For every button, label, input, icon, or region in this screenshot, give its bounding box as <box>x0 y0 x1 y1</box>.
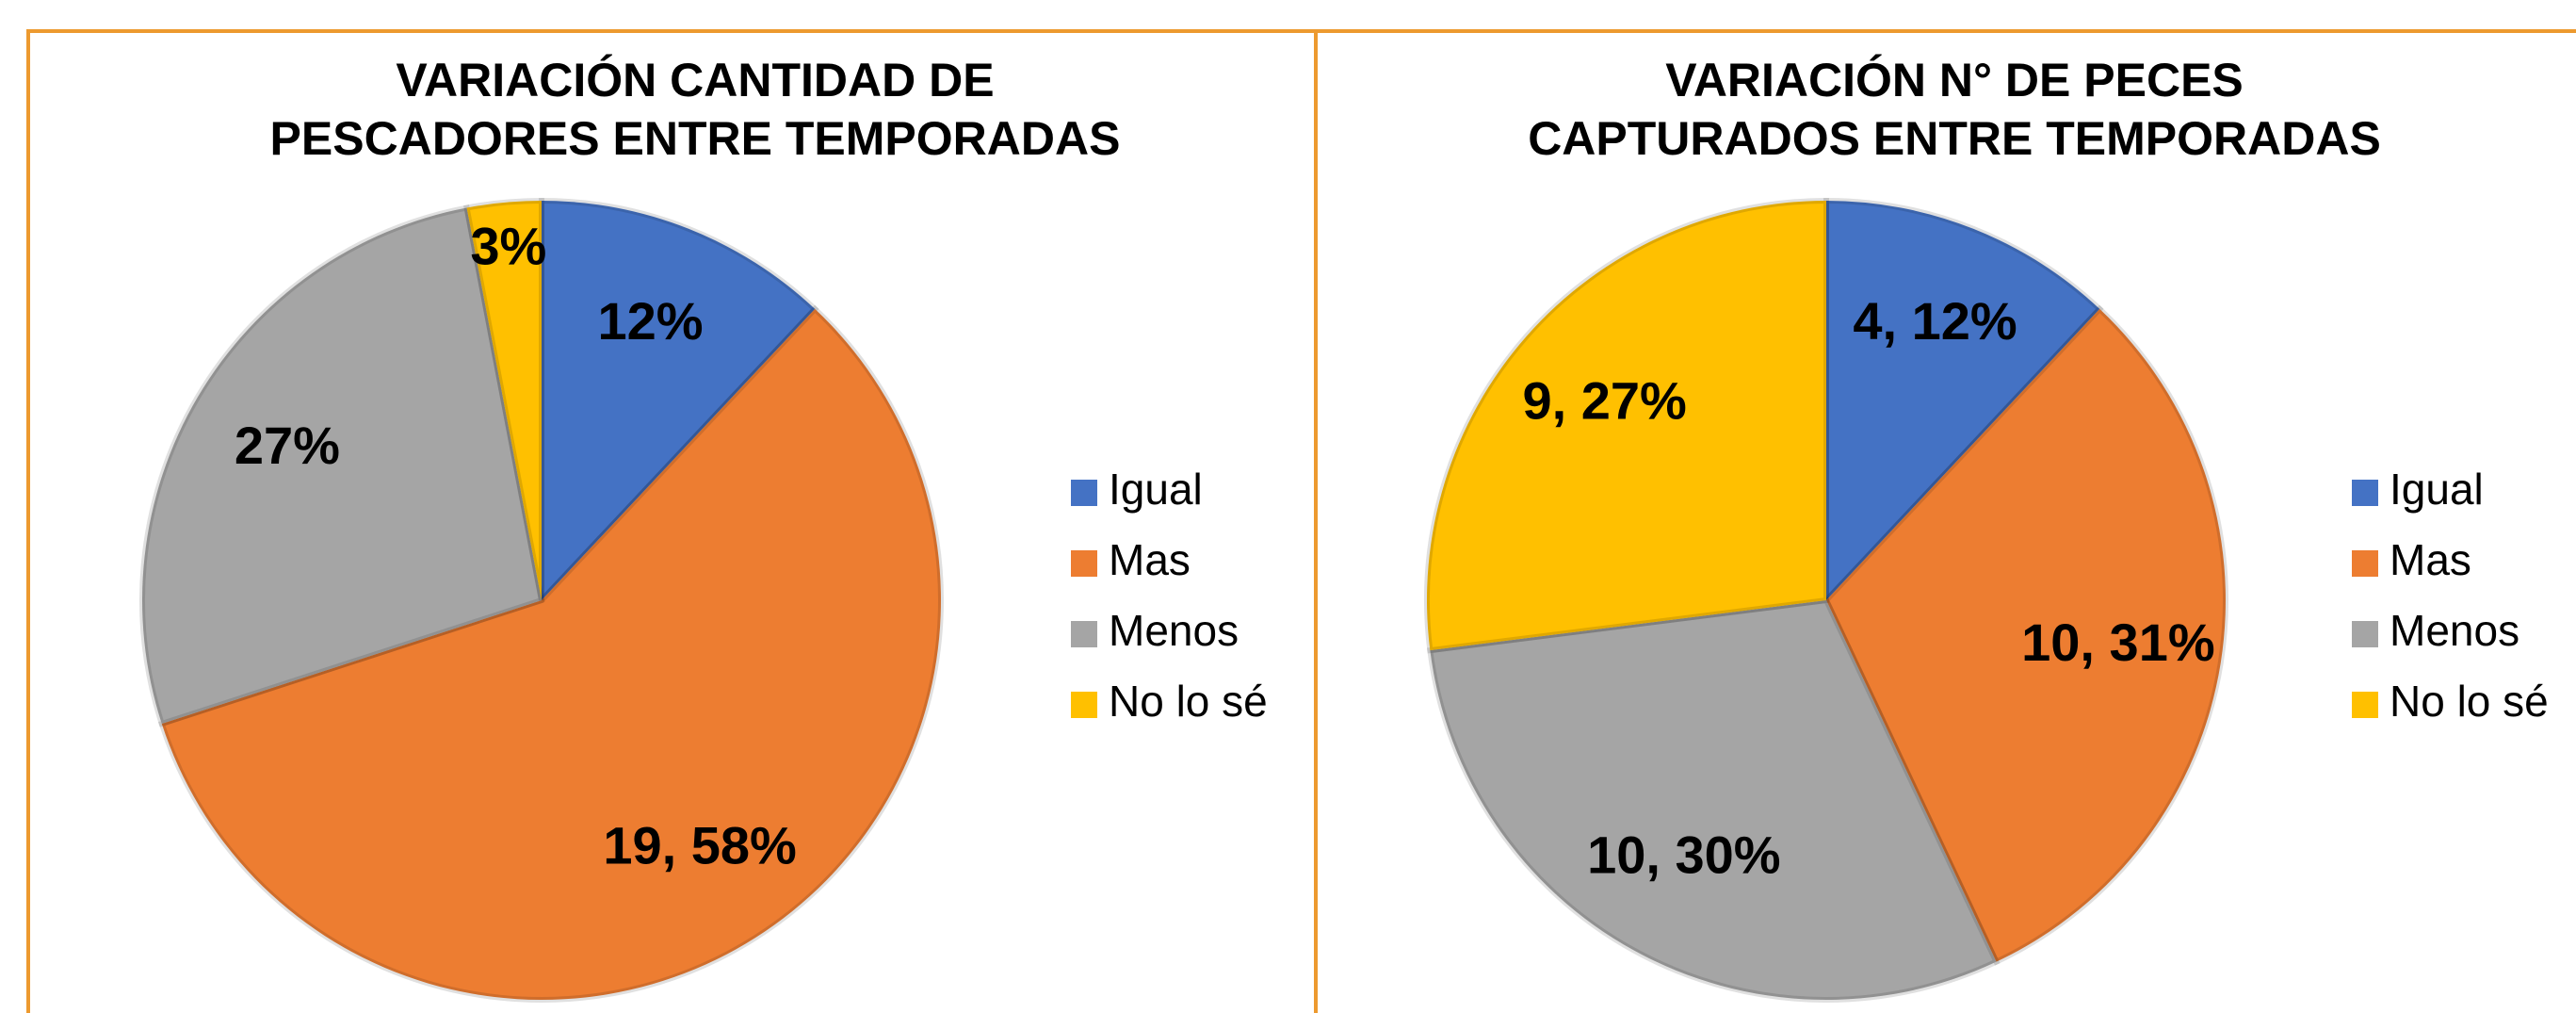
legend-label: Mas <box>1109 535 1191 584</box>
legend-swatch <box>1071 692 1097 718</box>
pie-slice <box>539 197 819 608</box>
legend-swatch <box>1071 480 1097 506</box>
legend-swatch <box>2352 692 2378 718</box>
data-label: 12% <box>597 291 703 351</box>
legend-swatch <box>2352 480 2378 506</box>
legend-label: Menos <box>1109 606 1239 655</box>
pie-slice <box>1424 197 1829 654</box>
legend-label: Igual <box>1109 465 1203 514</box>
legend-swatch <box>1071 621 1097 647</box>
legend-swatch <box>1071 550 1097 577</box>
chart-title: CAPTURADOS ENTRE TEMPORADAS <box>1528 112 2381 165</box>
data-label: 9, 27% <box>1522 370 1686 430</box>
data-label: 27% <box>235 416 340 475</box>
pie-slice <box>1823 197 2104 608</box>
legend-label: No lo sé <box>1109 677 1268 726</box>
chart-title: VARIACIÓN CANTIDAD DE <box>396 54 994 106</box>
legend-swatch <box>2352 550 2378 577</box>
data-label: 4, 12% <box>1853 291 2017 351</box>
pie-slice <box>1823 304 2228 966</box>
legend-label: Igual <box>2390 465 2484 514</box>
legend-label: No lo sé <box>2390 677 2549 726</box>
data-label: 3% <box>470 216 546 275</box>
data-label: 10, 30% <box>1587 825 1781 885</box>
legend-swatch <box>2352 621 2378 647</box>
data-label: 19, 58% <box>603 816 797 875</box>
pie-slice <box>139 204 545 727</box>
panel-border <box>26 29 2576 1013</box>
legend-label: Mas <box>2390 535 2471 584</box>
data-label: 10, 31% <box>2021 613 2215 672</box>
pie-slice <box>1426 596 2001 1004</box>
chart-title: PESCADORES ENTRE TEMPORADAS <box>270 112 1121 165</box>
chart-title: VARIACIÓN N° DE PECES <box>1665 54 2244 106</box>
pie-slice <box>157 304 944 1003</box>
pie-slice <box>463 197 544 601</box>
legend-label: Menos <box>2390 606 2519 655</box>
